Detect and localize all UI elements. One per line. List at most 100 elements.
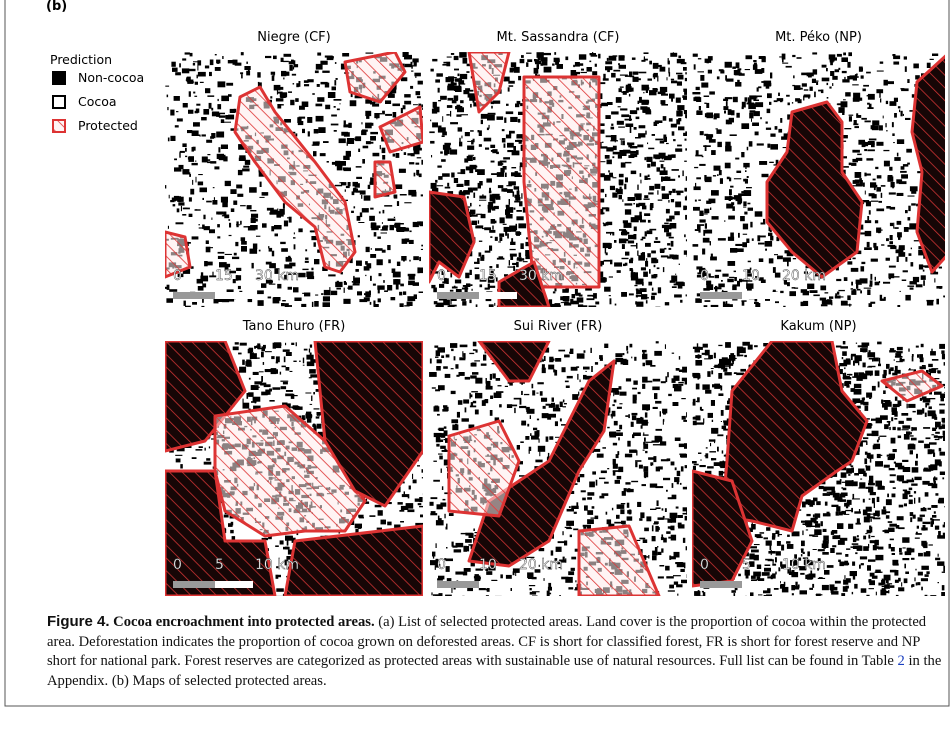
map-texture xyxy=(816,82,818,85)
map-texture xyxy=(391,297,396,300)
map-texture xyxy=(606,512,608,515)
map-texture xyxy=(226,83,233,86)
map-texture xyxy=(889,167,892,171)
map-texture xyxy=(369,216,375,221)
map-texture xyxy=(887,81,894,84)
map-texture xyxy=(265,351,272,352)
map-texture xyxy=(741,191,749,193)
map-texture xyxy=(595,64,597,67)
map-texture xyxy=(398,502,403,505)
map-texture xyxy=(286,352,292,356)
map-texture xyxy=(911,248,912,250)
map-texture xyxy=(430,120,431,122)
map-texture xyxy=(618,467,623,472)
map-texture xyxy=(673,384,679,388)
map-texture xyxy=(305,393,311,394)
map-texture xyxy=(177,118,183,121)
map-texture xyxy=(642,484,647,486)
map-texture xyxy=(683,420,691,422)
map-texture xyxy=(537,64,540,69)
map-texture xyxy=(499,256,504,258)
map-texture xyxy=(421,160,427,165)
map-texture xyxy=(387,522,391,526)
map-texture xyxy=(769,258,774,263)
map-texture xyxy=(392,269,396,274)
map-texture xyxy=(278,92,283,94)
map-texture xyxy=(589,482,595,488)
map-texture xyxy=(364,266,370,270)
map-texture xyxy=(841,301,848,306)
map-texture xyxy=(459,142,462,147)
map-texture xyxy=(413,104,418,105)
map-texture xyxy=(519,253,522,258)
map-texture xyxy=(417,465,420,466)
map-texture xyxy=(871,259,878,262)
map-texture xyxy=(611,124,613,126)
map-texture xyxy=(485,148,489,150)
map-texture xyxy=(765,241,773,247)
map-texture xyxy=(656,123,659,124)
map-texture xyxy=(649,186,654,191)
map-texture xyxy=(564,403,567,404)
map-texture xyxy=(572,394,578,400)
map-texture xyxy=(680,569,684,572)
map-texture xyxy=(927,63,931,68)
map-texture xyxy=(706,103,709,108)
map-texture xyxy=(307,117,312,123)
map-texture xyxy=(454,178,458,183)
map-texture xyxy=(362,130,368,132)
map-texture xyxy=(613,70,620,72)
map-texture xyxy=(740,216,745,221)
map-texture xyxy=(807,284,814,289)
map-texture xyxy=(622,258,629,259)
map-texture xyxy=(693,97,699,101)
map-texture xyxy=(575,293,580,296)
map-texture xyxy=(558,350,565,352)
map-texture xyxy=(664,227,669,233)
map-texture xyxy=(286,305,292,307)
map-texture xyxy=(742,301,745,306)
map-texture xyxy=(275,545,279,547)
map-texture xyxy=(308,272,311,274)
map-texture xyxy=(465,273,469,279)
map-texture xyxy=(867,216,869,220)
map-texture xyxy=(378,298,381,302)
map-texture xyxy=(474,360,480,361)
map-texture xyxy=(626,346,628,351)
map-texture xyxy=(294,64,298,67)
map-texture xyxy=(700,75,704,81)
map-texture xyxy=(203,109,209,115)
map-texture xyxy=(222,56,223,59)
map-texture xyxy=(500,217,505,223)
map-texture xyxy=(506,205,510,208)
map-texture xyxy=(633,400,637,404)
map-texture xyxy=(355,269,359,272)
map-texture xyxy=(261,346,265,351)
map-texture xyxy=(757,143,764,145)
map-texture xyxy=(616,515,620,519)
map-texture xyxy=(230,109,235,113)
map-texture xyxy=(440,96,447,100)
map-texture xyxy=(435,79,440,82)
map-texture xyxy=(686,294,687,296)
map-texture xyxy=(283,382,288,385)
map-texture xyxy=(711,190,719,196)
map-texture xyxy=(430,513,437,515)
map-texture xyxy=(745,97,748,101)
map-texture xyxy=(617,121,624,125)
map-texture xyxy=(657,76,658,82)
map-texture xyxy=(273,56,277,60)
map-texture xyxy=(581,490,586,492)
map-texture xyxy=(699,211,703,216)
map-texture xyxy=(755,132,759,136)
map-texture xyxy=(644,474,646,478)
map-texture xyxy=(443,62,446,64)
map-texture xyxy=(219,262,227,267)
map-panel: 01020 km xyxy=(429,341,695,601)
map-texture xyxy=(382,155,385,160)
map-texture xyxy=(308,131,310,136)
map-texture xyxy=(332,87,337,91)
map-texture xyxy=(901,111,903,117)
map-texture xyxy=(259,250,261,252)
map-texture xyxy=(843,99,846,100)
